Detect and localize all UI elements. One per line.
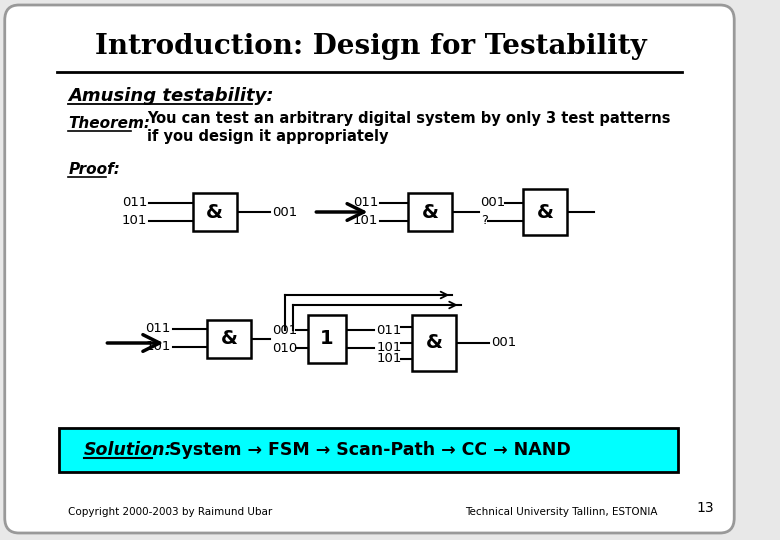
Text: &: & [426, 334, 442, 353]
Text: 1: 1 [320, 329, 334, 348]
Text: &: & [537, 202, 554, 221]
Text: 011: 011 [353, 197, 378, 210]
FancyBboxPatch shape [59, 428, 678, 472]
Text: 001: 001 [271, 323, 297, 336]
Text: 001: 001 [480, 197, 506, 210]
Text: Copyright 2000-2003 by Raimund Ubar: Copyright 2000-2003 by Raimund Ubar [69, 507, 273, 517]
Text: &: & [422, 202, 439, 221]
Text: &: & [206, 202, 223, 221]
Text: 13: 13 [696, 501, 714, 515]
Text: 011: 011 [122, 197, 147, 210]
Text: 101: 101 [146, 341, 171, 354]
Text: if you design it appropriately: if you design it appropriately [147, 129, 388, 144]
Text: Solution:: Solution: [83, 441, 172, 459]
Text: 011: 011 [376, 324, 402, 337]
Bar [207, 320, 250, 358]
Text: 101: 101 [376, 352, 402, 365]
Text: Technical University Tallinn, ESTONIA: Technical University Tallinn, ESTONIA [466, 507, 658, 517]
Bar [409, 193, 452, 231]
Bar [308, 315, 346, 363]
Text: Theorem:: Theorem: [69, 117, 151, 132]
Text: ?: ? [480, 214, 488, 227]
FancyBboxPatch shape [5, 5, 734, 533]
Text: 010: 010 [271, 341, 297, 354]
Text: 001: 001 [272, 206, 298, 219]
Bar [413, 315, 456, 371]
Text: You can test an arbitrary digital system by only 3 test patterns: You can test an arbitrary digital system… [147, 111, 671, 125]
Text: Proof:: Proof: [69, 163, 120, 178]
Text: 101: 101 [353, 214, 378, 227]
Text: 001: 001 [491, 336, 516, 349]
Text: Amusing testability:: Amusing testability: [69, 87, 274, 105]
Text: 101: 101 [122, 214, 147, 227]
Text: 011: 011 [146, 322, 171, 335]
Text: &: & [221, 329, 237, 348]
Bar [193, 193, 236, 231]
Text: Introduction: Design for Testability: Introduction: Design for Testability [94, 33, 647, 60]
Text: System → FSM → Scan-Path → CC → NAND: System → FSM → Scan-Path → CC → NAND [169, 441, 571, 459]
Text: 101: 101 [376, 341, 402, 354]
Bar [523, 189, 567, 235]
